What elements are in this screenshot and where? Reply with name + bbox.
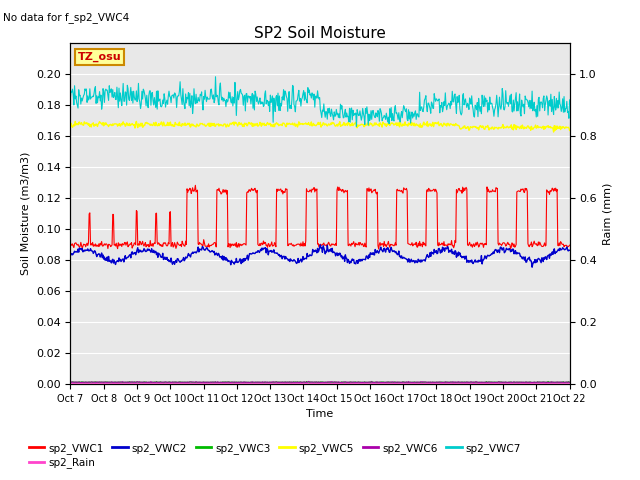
Title: SP2 Soil Moisture: SP2 Soil Moisture: [254, 25, 386, 41]
Y-axis label: Raim (mm): Raim (mm): [603, 182, 612, 245]
Text: No data for f_sp2_VWC4: No data for f_sp2_VWC4: [3, 12, 129, 23]
Y-axis label: Soil Moisture (m3/m3): Soil Moisture (m3/m3): [20, 152, 30, 276]
Legend: sp2_Rain: sp2_Rain: [24, 453, 99, 472]
Text: TZ_osu: TZ_osu: [78, 52, 122, 62]
Legend: sp2_VWC1, sp2_VWC2, sp2_VWC3, sp2_VWC5, sp2_VWC6, sp2_VWC7: sp2_VWC1, sp2_VWC2, sp2_VWC3, sp2_VWC5, …: [24, 439, 525, 458]
X-axis label: Time: Time: [307, 409, 333, 419]
